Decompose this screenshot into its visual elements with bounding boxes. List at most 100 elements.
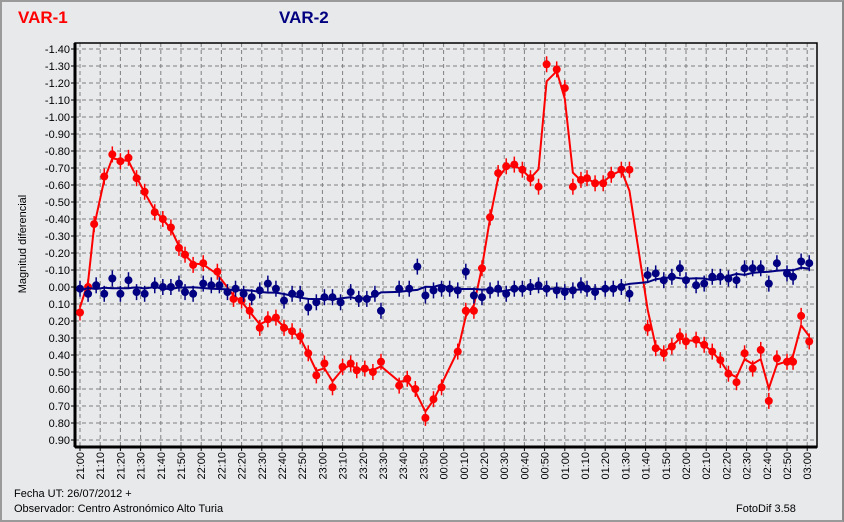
x-tick-label: 00:30 <box>499 452 511 480</box>
data-point-var-2 <box>732 276 741 285</box>
data-point-var-2 <box>494 284 503 293</box>
data-point-var-1 <box>360 364 369 373</box>
data-point-var-2 <box>437 284 446 293</box>
data-point-var-1 <box>607 170 616 179</box>
x-tick-label: 01:50 <box>661 452 673 480</box>
y-tick-label: 0.00 <box>49 282 70 294</box>
x-tick-label: 01:10 <box>580 452 592 480</box>
x-tick-label: 22:40 <box>277 452 289 480</box>
x-tick-label: 03:00 <box>802 452 814 480</box>
data-point-var-1 <box>328 383 337 392</box>
data-point-var-1 <box>700 340 709 349</box>
data-point-var-2 <box>724 274 733 283</box>
data-point-var-1 <box>421 413 430 422</box>
data-point-var-2 <box>772 259 781 268</box>
y-tick-label: 0.50 <box>49 367 70 379</box>
x-tick-label: 23:10 <box>338 452 350 480</box>
data-point-var-2 <box>675 264 684 273</box>
data-point-var-2 <box>166 283 175 291</box>
x-tick-label: 22:10 <box>216 452 228 480</box>
data-point-var-2 <box>215 281 224 290</box>
data-point-var-1 <box>682 337 690 346</box>
x-tick-label: 21:10 <box>95 452 107 480</box>
data-point-var-1 <box>797 311 806 320</box>
data-point-var-2 <box>486 286 495 295</box>
data-point-var-1 <box>599 179 608 188</box>
data-point-var-2 <box>518 284 527 293</box>
data-point-var-2 <box>617 283 626 291</box>
footer-observer: Observador: Centro Astronómico Alto Turi… <box>14 503 224 515</box>
y-tick-label: 0.40 <box>49 350 70 362</box>
data-point-var-1 <box>740 349 749 358</box>
data-point-var-1 <box>783 357 791 366</box>
series-line-var-2 <box>79 266 810 301</box>
data-point-var-1 <box>429 395 438 404</box>
data-point-var-1 <box>625 165 634 174</box>
data-point-var-2 <box>376 306 385 315</box>
data-point-var-1 <box>288 327 297 336</box>
x-tick-label: 21:40 <box>156 452 168 480</box>
y-tick-label: -0.60 <box>45 180 70 192</box>
x-tick-label: 01:30 <box>620 452 632 480</box>
data-point-var-1 <box>199 259 208 268</box>
data-point-var-2 <box>667 272 676 281</box>
y-tick-label: -0.10 <box>45 265 70 277</box>
data-point-var-2 <box>116 289 125 298</box>
data-point-var-2 <box>124 276 133 285</box>
data-point-var-1 <box>132 174 141 183</box>
data-point-var-1 <box>534 182 543 191</box>
data-point-var-1 <box>510 160 519 169</box>
data-point-var-1 <box>237 296 246 305</box>
data-point-var-2 <box>700 279 709 288</box>
x-tick-label: 23:20 <box>358 452 370 480</box>
data-point-var-2 <box>84 289 93 298</box>
data-point-var-1 <box>76 308 84 317</box>
data-point-var-2 <box>296 289 305 298</box>
data-point-var-2 <box>651 269 660 278</box>
x-tick-label: 22:50 <box>297 452 309 480</box>
data-point-var-1 <box>576 175 585 184</box>
y-tick-label: -1.30 <box>45 61 70 73</box>
data-point-var-2 <box>659 276 668 285</box>
data-point-var-2 <box>643 271 652 280</box>
data-point-var-1 <box>124 153 133 162</box>
data-point-var-1 <box>552 65 561 74</box>
x-tick-label: 01:00 <box>560 452 572 480</box>
data-point-var-1 <box>756 345 765 354</box>
data-point-var-1 <box>312 371 321 380</box>
data-point-var-2 <box>510 284 519 293</box>
data-point-var-1 <box>643 323 652 332</box>
data-point-var-2 <box>591 288 600 297</box>
data-point-var-1 <box>181 250 190 259</box>
y-tick-label: 0.90 <box>49 435 70 447</box>
data-point-var-1 <box>568 182 577 191</box>
data-point-var-1 <box>651 344 660 353</box>
x-tick-label: 00:00 <box>439 452 451 480</box>
data-point-var-2 <box>789 272 798 281</box>
data-point-var-2 <box>189 289 198 298</box>
data-point-var-1 <box>732 378 741 387</box>
data-point-var-1 <box>296 332 305 341</box>
data-point-var-2 <box>692 281 701 290</box>
x-tick-label: 00:20 <box>479 452 491 480</box>
x-tick-label: 00:40 <box>519 452 531 480</box>
data-point-var-2 <box>421 291 430 300</box>
data-point-var-1 <box>158 215 167 223</box>
data-point-var-2 <box>346 288 355 297</box>
x-tick-label: 22:00 <box>196 452 208 480</box>
x-tick-label: 02:50 <box>782 452 794 480</box>
data-point-var-1 <box>469 306 478 315</box>
y-tick-label: -0.70 <box>45 163 70 175</box>
data-point-var-1 <box>764 396 773 405</box>
data-point-var-1 <box>486 213 495 222</box>
data-point-var-2 <box>740 264 749 273</box>
data-point-var-2 <box>502 289 511 298</box>
data-point-var-1 <box>271 313 280 322</box>
data-point-var-1 <box>591 179 600 188</box>
data-point-var-1 <box>583 174 592 183</box>
x-tick-label: 02:20 <box>721 452 733 480</box>
legend-var-2: VAR-2 <box>279 8 329 27</box>
x-tick-label: 00:10 <box>459 452 471 480</box>
data-point-var-2 <box>413 262 422 271</box>
